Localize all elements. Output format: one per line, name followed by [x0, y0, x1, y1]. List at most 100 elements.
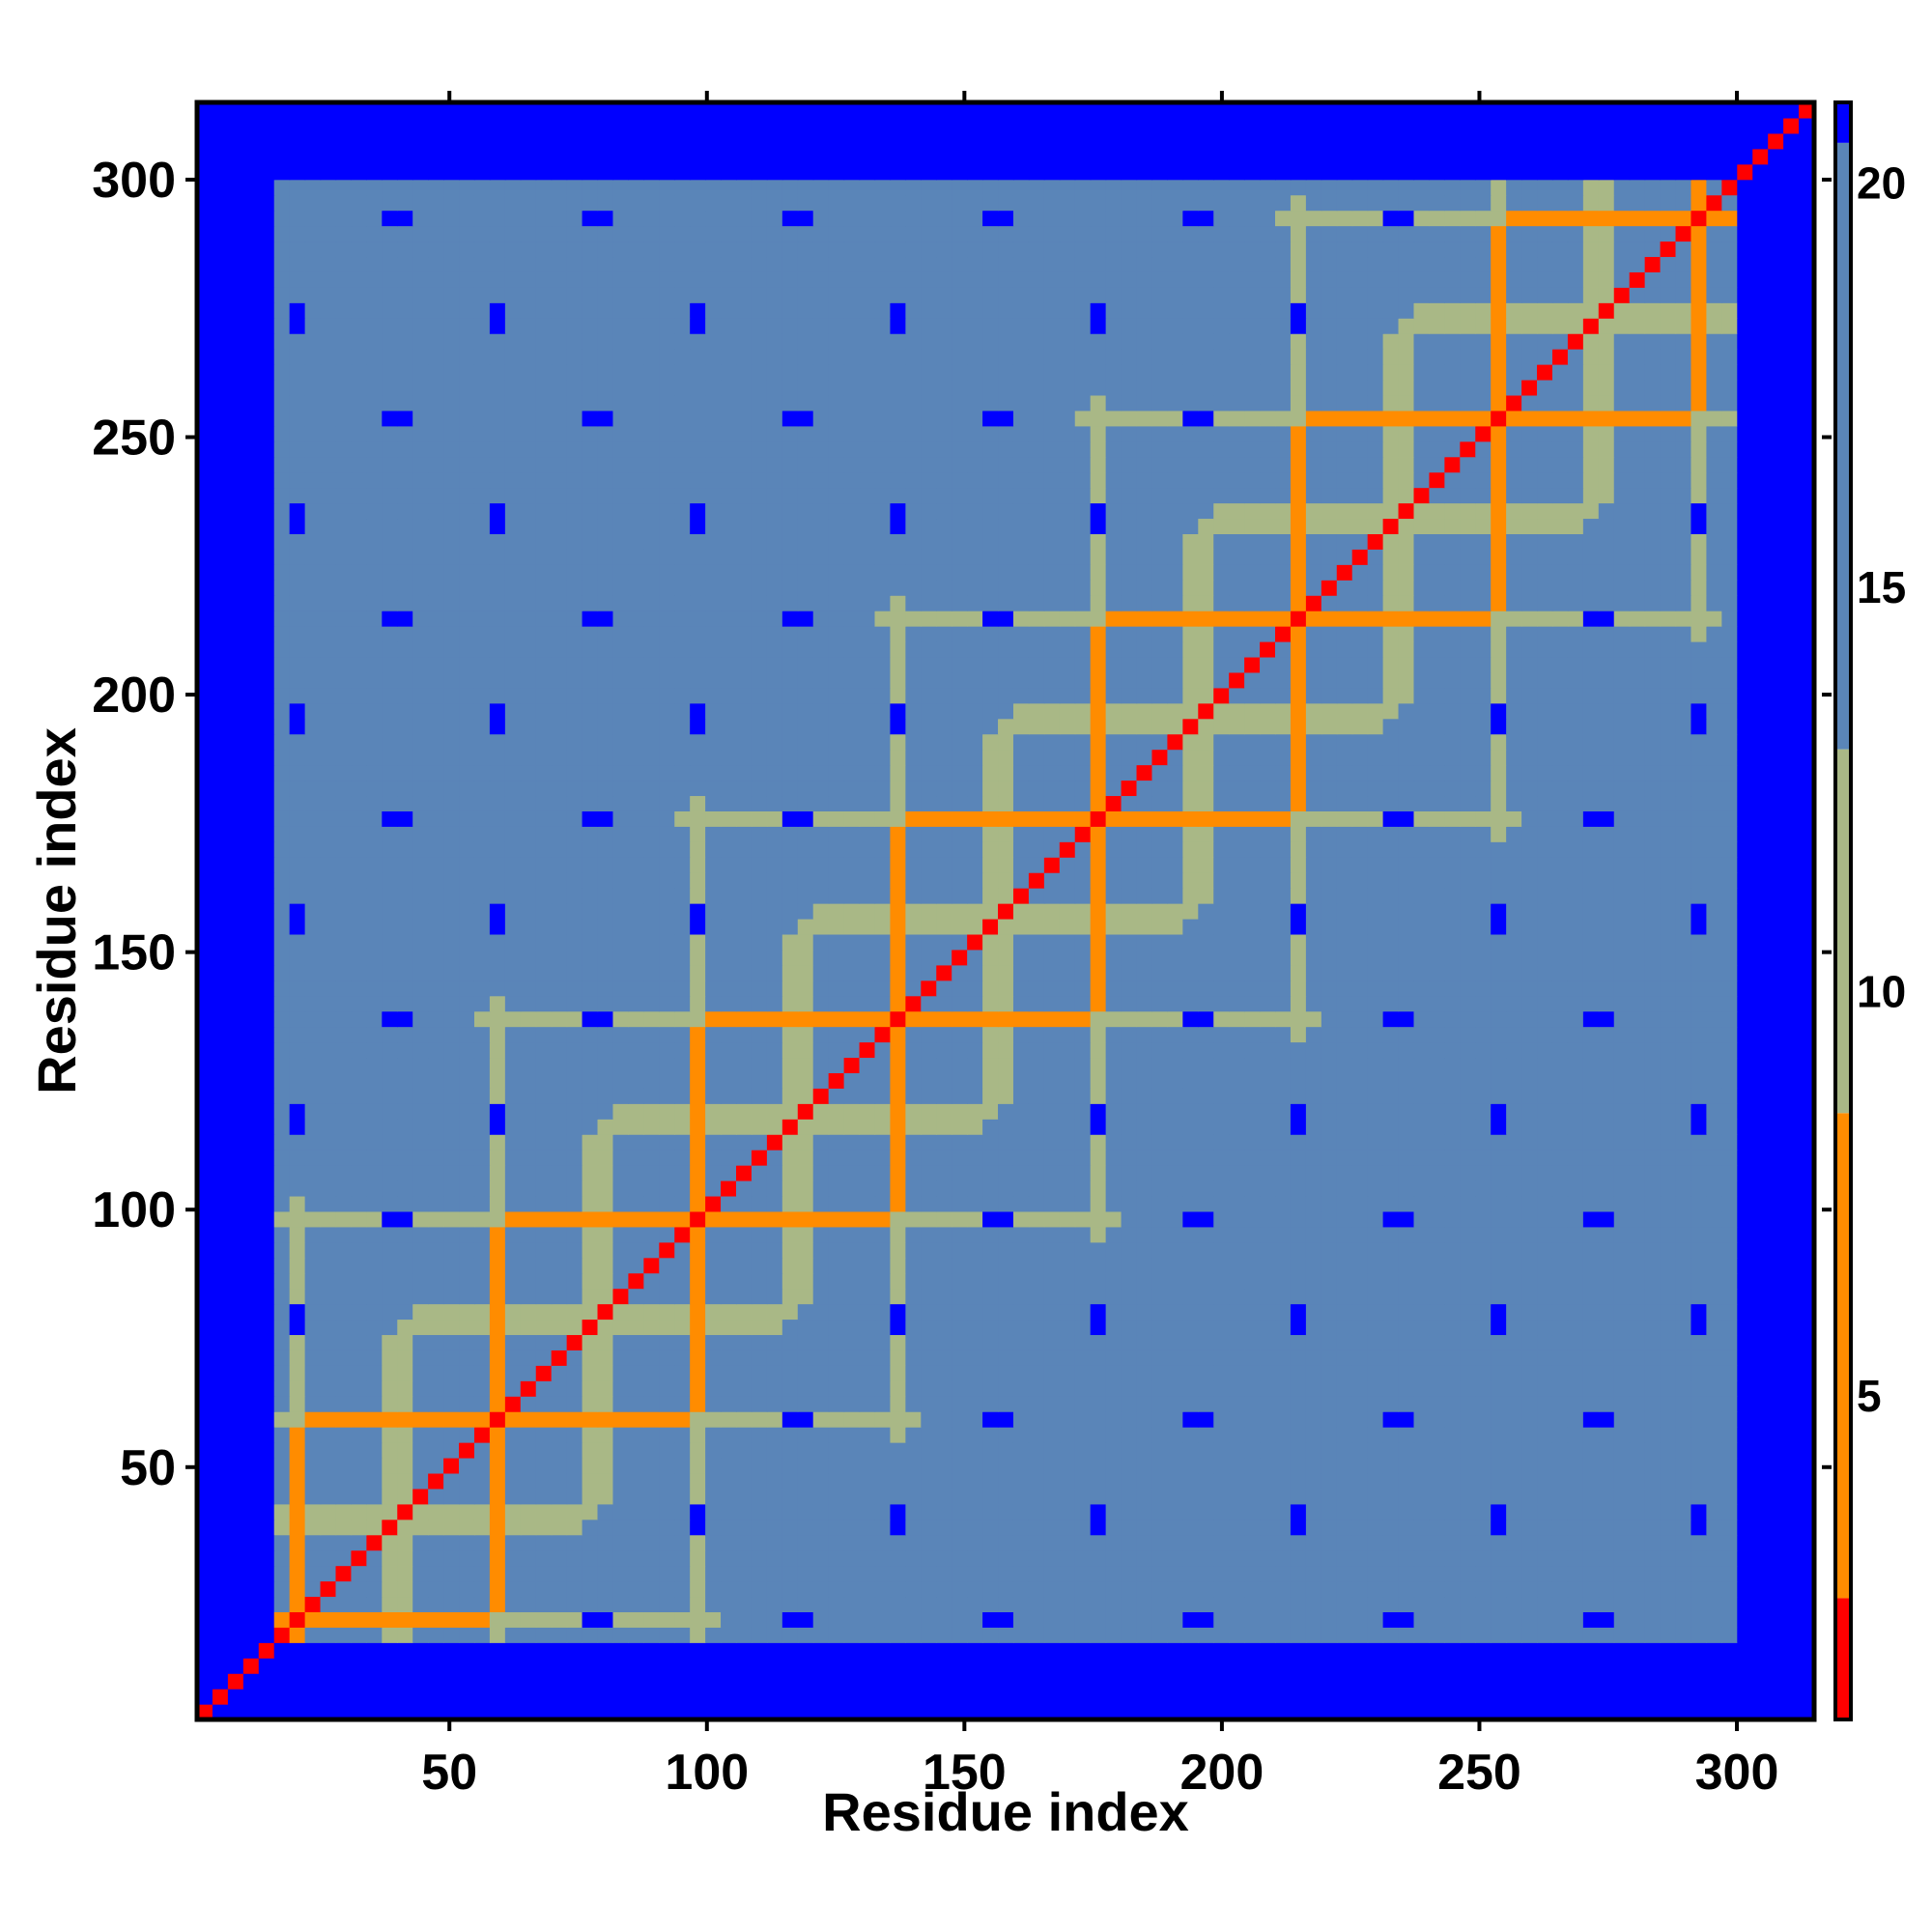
heatmap-cell — [812, 1165, 830, 1181]
heatmap-cell — [1336, 1704, 1353, 1720]
heatmap-cell — [1613, 1288, 1631, 1305]
heatmap-cell — [1799, 1041, 1815, 1059]
heatmap-cell — [1521, 1319, 1538, 1336]
heatmap-cell — [781, 1350, 799, 1366]
heatmap-cell — [227, 1380, 244, 1397]
heatmap-cell — [936, 1472, 952, 1490]
heatmap-cell — [520, 1041, 537, 1059]
heatmap-cell — [443, 1103, 460, 1120]
heatmap-cell — [952, 1549, 968, 1567]
heatmap-cell — [1521, 1303, 1538, 1321]
heatmap-cell — [1382, 1503, 1400, 1520]
heatmap-cell — [1167, 1334, 1183, 1350]
heatmap-cell — [1475, 1549, 1492, 1567]
heatmap-cell — [1105, 995, 1122, 1012]
heatmap-cell — [1537, 1519, 1553, 1536]
heatmap-cell — [566, 1488, 583, 1505]
heatmap-cell — [1675, 1150, 1692, 1166]
heatmap-cell — [1275, 1119, 1292, 1135]
heatmap-cell — [273, 1673, 291, 1690]
heatmap-cell — [535, 1427, 553, 1443]
heatmap-cell — [473, 1642, 491, 1659]
heatmap-cell — [382, 1150, 398, 1166]
heatmap-cell — [874, 1596, 892, 1612]
heatmap-cell — [1537, 1658, 1553, 1674]
heatmap-cell — [1260, 1534, 1276, 1551]
heatmap-cell — [1737, 1272, 1753, 1290]
heatmap-cell — [273, 1026, 291, 1043]
heatmap-cell — [1275, 1658, 1292, 1674]
heatmap-cell — [1336, 1442, 1353, 1459]
heatmap-cell — [1721, 1350, 1738, 1366]
heatmap-cell — [597, 1226, 614, 1243]
heatmap-cell — [1768, 1689, 1784, 1705]
heatmap-cell — [1629, 1226, 1646, 1243]
heatmap-cell — [952, 1611, 968, 1628]
heatmap-cell — [504, 1150, 522, 1166]
heatmap-cell — [1413, 1565, 1431, 1582]
heatmap-cell — [242, 1272, 260, 1290]
heatmap-cell — [1167, 1026, 1183, 1043]
heatmap-cell — [582, 1010, 599, 1028]
heatmap-cell — [1752, 1272, 1769, 1290]
heatmap-cell — [1475, 1611, 1492, 1628]
heatmap-cell — [273, 1134, 291, 1151]
heatmap-cell — [1244, 1226, 1261, 1243]
heatmap-cell — [212, 1427, 229, 1443]
heatmap-cell — [705, 1673, 722, 1690]
heatmap-cell — [1105, 1534, 1122, 1551]
heatmap-cell — [751, 1627, 768, 1643]
heatmap-cell — [1491, 1442, 1507, 1459]
heatmap-cell — [1521, 1119, 1538, 1135]
heatmap-cell — [781, 1673, 799, 1690]
heatmap-cell — [936, 1534, 952, 1551]
heatmap-cell — [721, 1519, 737, 1536]
heatmap-cell — [1336, 1288, 1353, 1305]
heatmap-cell — [258, 1210, 275, 1228]
heatmap-cell — [1506, 1041, 1522, 1059]
heatmap-cell — [674, 1072, 691, 1089]
heatmap-cell — [1290, 1442, 1307, 1459]
heatmap-cell — [1706, 1180, 1722, 1197]
heatmap-cell — [1551, 1103, 1569, 1120]
heatmap-cell — [1737, 1150, 1753, 1166]
heatmap-cell — [612, 1427, 629, 1443]
heatmap-cell — [1244, 1134, 1261, 1151]
heatmap-cell — [1551, 1549, 1569, 1567]
heatmap-cell — [597, 1442, 614, 1459]
heatmap-cell — [1043, 1611, 1061, 1628]
heatmap-cell — [1444, 1565, 1461, 1582]
heatmap-cell — [504, 1457, 522, 1474]
heatmap-cell — [936, 1396, 952, 1412]
heatmap-cell — [258, 995, 275, 1012]
heatmap-cell — [582, 1150, 599, 1166]
heatmap-cell — [812, 1150, 830, 1166]
heatmap-cell — [582, 1673, 599, 1690]
heatmap-cell — [504, 1319, 522, 1336]
heatmap-cell — [258, 1488, 275, 1505]
heatmap-cell — [1275, 1534, 1292, 1551]
heatmap-cell — [1382, 1519, 1400, 1536]
heatmap-cell — [535, 1534, 553, 1551]
heatmap-cell — [412, 1180, 429, 1197]
heatmap-cell — [1460, 1442, 1476, 1459]
heatmap-cell — [258, 1472, 275, 1490]
heatmap-cell — [905, 1488, 922, 1505]
heatmap-cell — [643, 1319, 660, 1336]
heatmap-cell — [1629, 1580, 1646, 1598]
heatmap-cell — [905, 1689, 922, 1705]
heatmap-cell — [905, 1057, 922, 1073]
heatmap-cell — [1028, 1226, 1045, 1243]
heatmap-cell — [628, 1549, 644, 1567]
heatmap-cell — [1336, 1689, 1353, 1705]
heatmap-cell — [828, 1057, 845, 1073]
heatmap-cell — [674, 980, 691, 997]
heatmap-cell — [566, 1380, 583, 1397]
heatmap-cell — [1506, 1241, 1522, 1259]
heatmap-cell — [1290, 1288, 1307, 1305]
heatmap-cell — [751, 1380, 768, 1397]
heatmap-cell — [797, 1334, 814, 1350]
heatmap-cell — [1629, 1210, 1646, 1228]
heatmap-cell — [1644, 1503, 1662, 1520]
heatmap-cell — [1706, 1580, 1722, 1598]
